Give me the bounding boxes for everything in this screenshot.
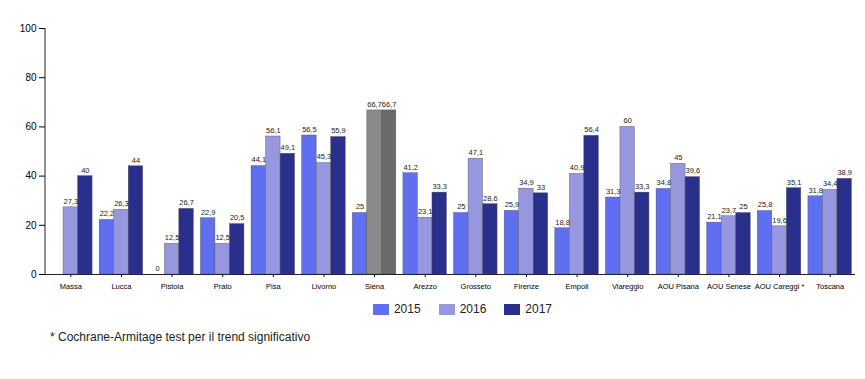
svg-text:25: 25 <box>356 202 364 211</box>
svg-text:23,1: 23,1 <box>418 207 433 216</box>
svg-text:Pisa: Pisa <box>266 282 281 291</box>
svg-text:23,7: 23,7 <box>722 206 737 215</box>
svg-text:28,6: 28,6 <box>483 194 498 203</box>
svg-text:0: 0 <box>155 264 159 273</box>
svg-text:66,7: 66,7 <box>382 100 397 109</box>
svg-text:22,9: 22,9 <box>201 208 216 217</box>
svg-text:49,1: 49,1 <box>281 143 296 152</box>
svg-text:Siena: Siena <box>365 282 385 291</box>
svg-text:12,5: 12,5 <box>165 233 180 242</box>
svg-text:55,9: 55,9 <box>331 126 346 135</box>
svg-text:44: 44 <box>132 156 140 165</box>
svg-text:Firenze: Firenze <box>514 282 539 291</box>
svg-text:56,1: 56,1 <box>266 126 281 135</box>
svg-text:34,9: 34,9 <box>519 178 534 187</box>
svg-text:44,1: 44,1 <box>251 155 266 164</box>
svg-text:Lucca: Lucca <box>111 282 132 291</box>
svg-text:25,8: 25,8 <box>758 200 773 209</box>
svg-text:31,3: 31,3 <box>606 187 621 196</box>
svg-text:19,6: 19,6 <box>772 216 787 225</box>
svg-text:80: 80 <box>25 72 37 83</box>
svg-text:25: 25 <box>739 202 747 211</box>
svg-text:Toscana: Toscana <box>816 282 845 291</box>
svg-text:AOU Careggi *: AOU Careggi * <box>755 282 805 291</box>
svg-text:35,1: 35,1 <box>787 178 802 187</box>
svg-text:26,7: 26,7 <box>179 198 194 207</box>
svg-text:33: 33 <box>537 183 545 192</box>
html-text:2016: 2016 <box>459 302 487 316</box>
svg-text:40,9: 40,9 <box>570 163 585 172</box>
svg-text:45,3: 45,3 <box>317 152 332 161</box>
svg-text:56,5: 56,5 <box>302 125 317 134</box>
svg-text:34,4: 34,4 <box>823 179 838 188</box>
svg-text:38,9: 38,9 <box>837 168 852 177</box>
svg-text:0: 0 <box>31 269 37 280</box>
svg-text:AOU Pisana: AOU Pisana <box>658 282 700 291</box>
svg-text:27,3: 27,3 <box>64 197 79 206</box>
html-text:2017: 2017 <box>525 302 552 316</box>
svg-text:34,8: 34,8 <box>656 178 671 187</box>
svg-text:33,3: 33,3 <box>432 182 447 191</box>
svg-text:47,1: 47,1 <box>469 148 484 157</box>
svg-text:60: 60 <box>624 116 632 125</box>
svg-text:20: 20 <box>25 220 37 231</box>
svg-text:Massa: Massa <box>60 282 83 291</box>
svg-text:AOU Senese: AOU Senese <box>707 282 751 291</box>
svg-text:18,8: 18,8 <box>555 218 570 227</box>
svg-text:22,2: 22,2 <box>100 209 115 218</box>
svg-text:40: 40 <box>81 166 89 175</box>
svg-text:Viareggio: Viareggio <box>612 282 644 291</box>
svg-text:Prato: Prato <box>214 282 232 291</box>
svg-text:26,3: 26,3 <box>114 199 129 208</box>
svg-text:41,2: 41,2 <box>403 163 418 172</box>
html-text:2015: 2015 <box>393 302 421 316</box>
svg-text:Arezzo: Arezzo <box>414 282 437 291</box>
svg-text:25,9: 25,9 <box>505 200 520 209</box>
svg-text:Pistoia: Pistoia <box>161 282 184 291</box>
svg-text:100: 100 <box>20 23 37 34</box>
svg-text:20,5: 20,5 <box>230 213 245 222</box>
svg-text:Grosseto: Grosseto <box>461 282 491 291</box>
svg-text:45: 45 <box>674 153 682 162</box>
svg-text:21,1: 21,1 <box>707 212 722 221</box>
svg-text:33,3: 33,3 <box>635 182 650 191</box>
svg-text:40: 40 <box>25 170 37 181</box>
svg-text:31,8: 31,8 <box>808 186 823 195</box>
svg-text:Livorno: Livorno <box>312 282 337 291</box>
html-text:* Cochrane-Armitage test per i: * Cochrane-Armitage test per il trend si… <box>50 330 311 344</box>
svg-text:25: 25 <box>457 202 465 211</box>
svg-text:39,6: 39,6 <box>686 166 701 175</box>
svg-text:12,5: 12,5 <box>215 233 230 242</box>
svg-text:Empoli: Empoli <box>566 282 589 291</box>
svg-text:66,7: 66,7 <box>367 100 382 109</box>
svg-text:60: 60 <box>25 121 37 132</box>
svg-text:56,4: 56,4 <box>584 125 599 134</box>
